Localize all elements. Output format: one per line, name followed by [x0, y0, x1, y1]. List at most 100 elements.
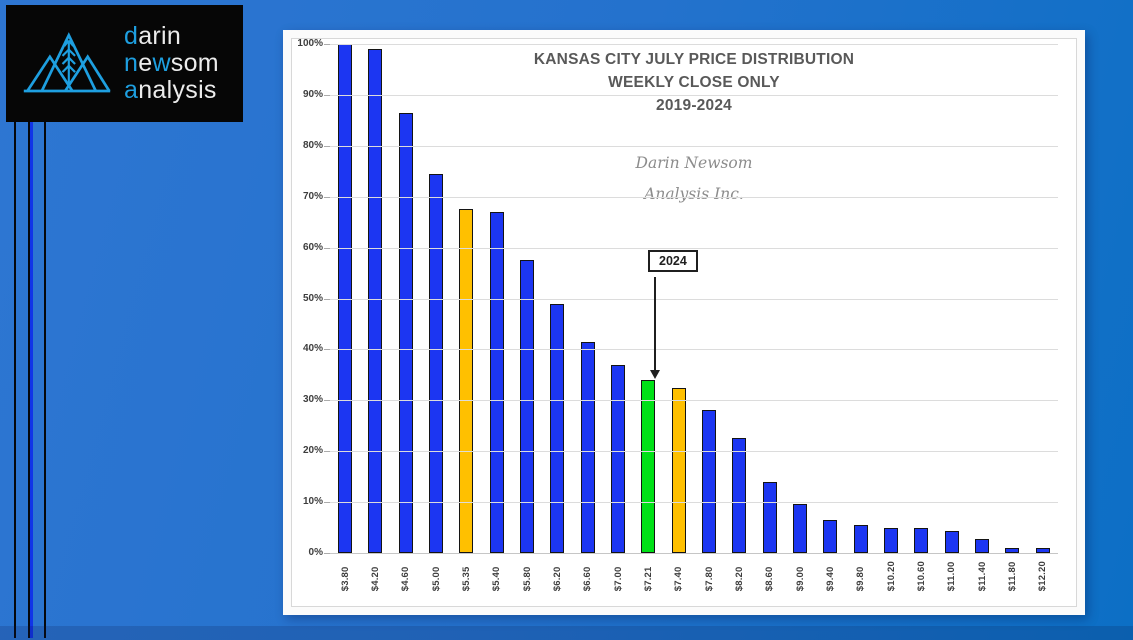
bar-slot — [876, 44, 906, 553]
gridline: 80% — [303, 140, 1058, 151]
y-tick-label: 30% — [302, 394, 323, 406]
watermark-line2: Analysis Inc. — [644, 185, 744, 203]
bar-slot — [815, 44, 845, 553]
x-slot: $4.60 — [391, 561, 421, 591]
bar-$8.20 — [732, 438, 747, 553]
decorative-line — [14, 122, 16, 638]
decorative-line — [44, 122, 46, 638]
x-slot: $12.20 — [1028, 561, 1058, 591]
x-tick-label: $12.20 — [1037, 561, 1049, 592]
bar-slot — [573, 44, 603, 553]
watermark: Darin Newsom Analysis Inc. — [330, 148, 1058, 210]
x-tick-label: $5.40 — [491, 566, 503, 592]
x-tick-label: $9.80 — [855, 566, 867, 592]
x-tick-label: $10.20 — [885, 561, 897, 592]
bar-$7.80 — [702, 410, 717, 553]
bar-slot — [846, 44, 876, 553]
x-tick-label: $10.60 — [915, 561, 927, 592]
x-slot: $7.21 — [633, 561, 663, 591]
x-slot: $8.60 — [755, 561, 785, 591]
y-tick-label: 100% — [297, 38, 323, 49]
x-tick-label: $4.20 — [369, 566, 381, 592]
y-tick-label: 60% — [302, 241, 323, 253]
x-tick-label: $4.60 — [400, 566, 412, 592]
bar-slot — [421, 44, 451, 553]
x-tick-label: $7.80 — [703, 566, 715, 592]
mountain-wheat-logo-icon — [23, 31, 111, 92]
gridline: 0% — [309, 547, 1058, 558]
gridline: 20% — [303, 445, 1058, 456]
bar-slot — [482, 44, 512, 553]
x-slot: $11.80 — [997, 561, 1027, 592]
x-slot: $9.00 — [785, 561, 815, 591]
logo-word: darin — [124, 23, 219, 50]
bar-slot — [1028, 44, 1058, 553]
bar-slot — [360, 44, 390, 553]
chart-title-line1: KANSAS CITY JULY PRICE DISTRIBUTION — [533, 51, 855, 68]
bar-slot — [664, 44, 694, 553]
bar-slot — [542, 44, 572, 553]
bar-slot — [391, 44, 421, 553]
y-tick — [324, 349, 330, 351]
x-slot: $5.40 — [482, 561, 512, 591]
logo-wordmark: darin newsom analysis — [124, 23, 219, 104]
bar-$7.00 — [611, 364, 626, 553]
logo-word-segment: w — [152, 49, 171, 77]
y-tick-label: 20% — [302, 445, 323, 457]
annotation-arrow-line — [654, 277, 656, 370]
bar-$4.20 — [368, 49, 383, 553]
bar-slot — [694, 44, 724, 553]
gridline: 10% — [303, 496, 1058, 507]
x-tick-label: $8.20 — [733, 566, 745, 592]
bar-$8.60 — [762, 481, 777, 553]
decorative-line — [28, 122, 30, 638]
x-slot: $7.80 — [694, 561, 724, 591]
x-tick-label: $9.00 — [794, 566, 806, 592]
logo-word-segment: nalysis — [138, 76, 217, 104]
x-slot: $9.80 — [846, 561, 876, 591]
y-tick-label: 10% — [302, 496, 323, 508]
bar-$4.60 — [398, 112, 413, 553]
bar-$5.00 — [429, 173, 444, 553]
bar-$11.80 — [1005, 547, 1020, 553]
gridline: 70% — [303, 191, 1058, 202]
x-tick-label: $5.80 — [521, 566, 533, 592]
logo-word-segment: a — [124, 76, 139, 104]
x-tick-label: $7.21 — [642, 566, 654, 592]
bar-$9.80 — [853, 525, 868, 553]
x-slot: $5.35 — [451, 561, 481, 591]
bottom-band — [0, 626, 1133, 640]
x-slot: $10.60 — [906, 561, 936, 591]
x-slot: $3.80 — [330, 561, 360, 591]
bar-slot — [785, 44, 815, 553]
logo-word-segment: arin — [138, 22, 182, 50]
x-slot: $6.60 — [573, 561, 603, 591]
y-tick — [324, 553, 330, 554]
gridline: 40% — [303, 343, 1058, 354]
y-tick-label: 40% — [302, 343, 323, 355]
bar-$9.40 — [823, 519, 838, 553]
bar-$11.40 — [975, 539, 990, 553]
bar-slot — [603, 44, 633, 553]
bar-series — [330, 44, 1058, 553]
bar-$7.40 — [671, 387, 686, 553]
bar-$6.60 — [580, 341, 595, 553]
gridline: 50% — [303, 293, 1058, 304]
x-slot: $5.80 — [512, 561, 542, 591]
bar-$7.21 — [641, 379, 656, 553]
dna-logo: darin newsom analysis — [6, 5, 243, 122]
y-tick — [324, 145, 330, 147]
bar-slot — [755, 44, 785, 553]
y-tick — [324, 400, 330, 402]
x-tick-label: $5.00 — [430, 566, 442, 592]
y-tick-label: 70% — [302, 190, 323, 202]
x-tick-label: $11.40 — [976, 561, 988, 592]
x-slot: $7.00 — [603, 561, 633, 591]
gridline: 100% — [297, 38, 1058, 49]
bar-slot — [997, 44, 1027, 553]
x-slot: $11.00 — [937, 561, 967, 592]
x-slot: $11.40 — [967, 561, 997, 592]
bar-$5.80 — [520, 260, 535, 553]
logo-word-segment: e — [138, 49, 153, 77]
logo-word: analysis — [124, 77, 219, 104]
